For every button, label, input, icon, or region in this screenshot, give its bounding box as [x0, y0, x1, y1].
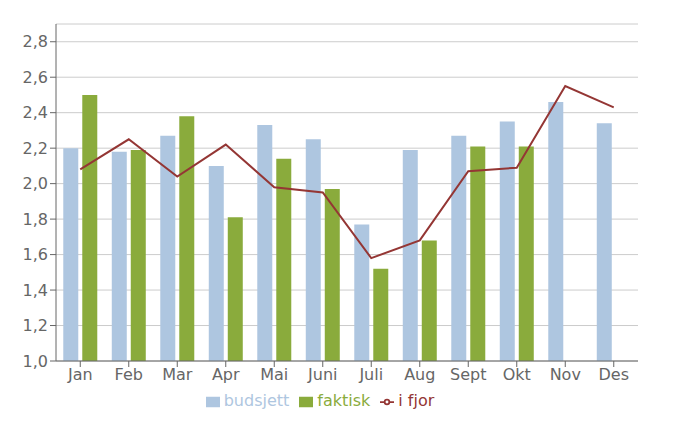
svg-text:Nov: Nov	[550, 365, 581, 384]
svg-text:1,6: 1,6	[23, 245, 48, 264]
svg-text:1,2: 1,2	[23, 316, 48, 335]
svg-text:2,0: 2,0	[23, 174, 48, 193]
svg-text:2,2: 2,2	[23, 139, 48, 158]
svg-text:2,4: 2,4	[23, 103, 48, 122]
svg-text:Jan: Jan	[67, 365, 93, 384]
html-text:i fjor: i fjor	[398, 391, 435, 410]
svg-text:Apr: Apr	[212, 365, 240, 384]
svg-text:Des: Des	[599, 365, 630, 384]
svg-text:Okt: Okt	[503, 365, 531, 384]
svg-text:2,6: 2,6	[23, 68, 48, 87]
svg-text:Juli: Juli	[358, 365, 383, 384]
svg-text:Juni: Juni	[307, 365, 337, 384]
svg-text:Sept: Sept	[450, 365, 486, 384]
svg-text:2,8: 2,8	[23, 32, 48, 51]
svg-text:Aug: Aug	[404, 365, 435, 384]
svg-text:1,8: 1,8	[23, 210, 48, 229]
html-text:faktisk: faktisk	[317, 391, 371, 410]
svg-text:1,4: 1,4	[23, 281, 48, 300]
html-text:budsjett: budsjett	[223, 391, 290, 410]
svg-text:Mar: Mar	[162, 365, 193, 384]
svg-text:1,0: 1,0	[23, 352, 48, 371]
svg-text:Feb: Feb	[115, 365, 143, 384]
svg-text:Mai: Mai	[260, 365, 288, 384]
